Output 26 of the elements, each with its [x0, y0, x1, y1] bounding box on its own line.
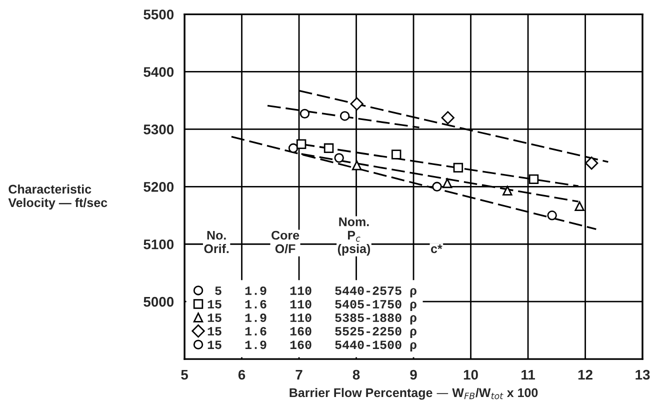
x-tick-label: 5 — [181, 370, 188, 380]
y-tick-label: 5100 — [144, 239, 174, 250]
x-tick-label: 10 — [464, 370, 478, 380]
legend-label: 15 1.6 110 5405-1750 ρ — [208, 300, 416, 311]
x-tick-label: 13 — [636, 370, 650, 380]
y-tick-label: 5000 — [144, 296, 174, 307]
x-tick-label: 8 — [352, 370, 360, 380]
y-tick-label: 5200 — [144, 182, 174, 192]
annotation: No. Orif. — [204, 230, 229, 254]
legend-label: 15 1.6 160 5525-2250 ρ — [208, 327, 416, 338]
annotation: c* — [431, 244, 442, 254]
legend-label: 15 1.9 110 5385-1880 ρ — [208, 314, 416, 324]
annotation: Core O/F — [272, 230, 300, 254]
x-axis-title: Barrier Flow Percentage — W$_{FB}$/W$_{tot}$ x 100 — [290, 388, 538, 400]
y-axis-title: Characteristic Velocity — ft/sec — [8, 184, 108, 210]
annotation: Nom. P$_{c}$ (psia) — [338, 217, 370, 256]
y-tick-label: 5300 — [144, 124, 174, 134]
x-tick-label: 9 — [410, 370, 417, 380]
legend-label: 15 1.9 160 5440-1500 ρ — [208, 340, 416, 352]
x-tick-label: 7 — [296, 370, 302, 380]
y-tick-label: 5400 — [144, 67, 174, 77]
y-tick-label: 5500 — [144, 10, 174, 20]
x-tick-label: 12 — [578, 370, 592, 380]
x-tick-label: 11 — [522, 370, 535, 380]
legend-label: 5 1.9 110 5440-2575 ρ — [215, 286, 416, 298]
x-tick-label: 6 — [238, 370, 246, 380]
